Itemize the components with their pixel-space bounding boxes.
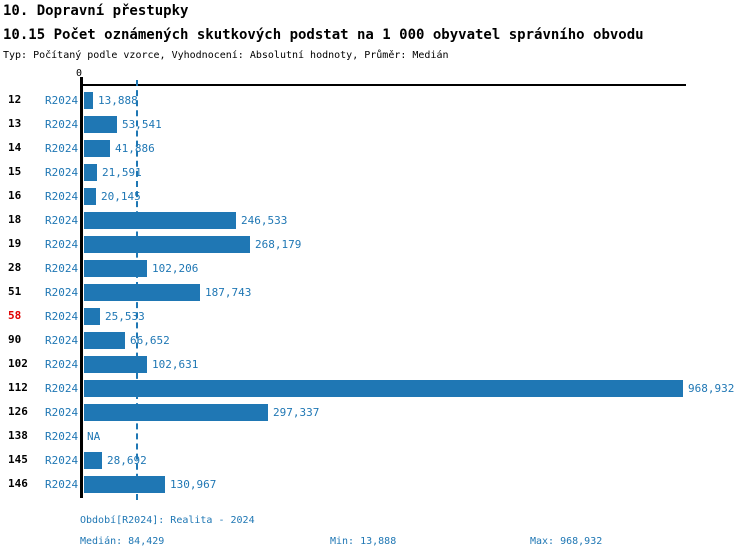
- bar-row: 102 R2024 102,631: [0, 353, 750, 377]
- bar: [84, 476, 165, 493]
- bar-row: 12 R2024 13,888: [0, 89, 750, 113]
- row-category-label: 146: [8, 477, 28, 490]
- bar: [84, 404, 268, 421]
- row-series-label: R2024: [45, 358, 79, 371]
- bar-value-label: 130,967: [170, 478, 217, 491]
- bar-value-label: 187,743: [205, 286, 252, 299]
- bar: [84, 260, 147, 277]
- row-series-label: R2024: [45, 238, 79, 251]
- bar: [84, 380, 683, 397]
- bar: [84, 164, 97, 181]
- bar-row: 28 R2024 102,206: [0, 257, 750, 281]
- bar: [84, 284, 200, 301]
- x-axis-line: [82, 84, 686, 86]
- row-category-label: 126: [8, 405, 28, 418]
- row-series-label: R2024: [45, 334, 79, 347]
- bar-row: 112 R2024 968,932: [0, 377, 750, 401]
- row-series-label: R2024: [45, 406, 79, 419]
- bar-value-label: 102,206: [152, 262, 199, 275]
- bar-value-label: 20,145: [101, 190, 141, 203]
- bar-value-label: 25,533: [105, 310, 145, 323]
- row-category-label: 112: [8, 381, 28, 394]
- row-series-label: R2024: [45, 214, 79, 227]
- bar-row: 19 R2024 268,179: [0, 233, 750, 257]
- chart-title: 10. Dopravní přestupky: [3, 3, 189, 19]
- footer-median-label: Medián: 84,429: [80, 536, 165, 547]
- bar-row: 15 R2024 21,591: [0, 161, 750, 185]
- row-series-label: R2024: [45, 94, 79, 107]
- bar-value-label: 297,337: [273, 406, 320, 419]
- bar: [84, 356, 147, 373]
- y-axis-line: [80, 77, 83, 498]
- bar: [84, 452, 102, 469]
- row-series-label: R2024: [45, 166, 79, 179]
- bar-value-label: 21,591: [102, 166, 142, 179]
- bar-value-label: 268,179: [255, 238, 302, 251]
- row-category-label: 102: [8, 357, 28, 370]
- bar: [84, 212, 236, 229]
- row-series-label: R2024: [45, 382, 79, 395]
- bar-row: 16 R2024 20,145: [0, 185, 750, 209]
- bar-value-label: 102,631: [152, 358, 199, 371]
- bar-row: 13 R2024 53,541: [0, 113, 750, 137]
- bar: [84, 140, 110, 157]
- row-series-label: R2024: [45, 118, 79, 131]
- bar-value-label: 246,533: [241, 214, 288, 227]
- bar: [84, 332, 125, 349]
- row-series-label: R2024: [45, 310, 79, 323]
- bar-value-label: 66,652: [130, 334, 170, 347]
- row-series-label: R2024: [45, 190, 79, 203]
- row-category-label: 15: [8, 165, 22, 178]
- row-category-label: 58: [8, 309, 22, 322]
- bar-row: 145 R2024 28,692: [0, 449, 750, 473]
- row-category-label: 12: [8, 93, 22, 106]
- footer-max-label: Max: 968,932: [530, 536, 603, 547]
- bar-value-label: NA: [87, 430, 101, 443]
- bar-value-label: 53,541: [122, 118, 162, 131]
- bar: [84, 116, 117, 133]
- bar-row: 58 R2024 25,533: [0, 305, 750, 329]
- bar-row: 90 R2024 66,652: [0, 329, 750, 353]
- bar-value-label: 28,692: [107, 454, 147, 467]
- row-category-label: 90: [8, 333, 22, 346]
- row-category-label: 19: [8, 237, 22, 250]
- bar-value-label: 41,886: [115, 142, 155, 155]
- chart-meta-line: Typ: Počítaný podle vzorce, Vyhodnocení:…: [3, 50, 449, 61]
- bar-row: 18 R2024 246,533: [0, 209, 750, 233]
- bar-row: 138 R2024 NA: [0, 425, 750, 449]
- row-category-label: 138: [8, 429, 28, 442]
- row-series-label: R2024: [45, 142, 79, 155]
- row-category-label: 13: [8, 117, 22, 130]
- footer-period-label: Období[R2024]: Realita - 2024: [80, 515, 255, 526]
- row-category-label: 18: [8, 213, 22, 226]
- bar-row: 126 R2024 297,337: [0, 401, 750, 425]
- bar-value-label: 13,888: [98, 94, 138, 107]
- row-category-label: 16: [8, 189, 22, 202]
- row-category-label: 14: [8, 141, 22, 154]
- row-series-label: R2024: [45, 454, 79, 467]
- row-series-label: R2024: [45, 430, 79, 443]
- bar: [84, 308, 100, 325]
- bar-row: 51 R2024 187,743: [0, 281, 750, 305]
- chart-subtitle: 10.15 Počet oznámených skutkových podsta…: [3, 27, 644, 43]
- bar: [84, 188, 96, 205]
- row-series-label: R2024: [45, 262, 79, 275]
- bar: [84, 92, 93, 109]
- row-series-label: R2024: [45, 286, 79, 299]
- row-category-label: 28: [8, 261, 22, 274]
- row-series-label: R2024: [45, 478, 79, 491]
- x-axis-zero-tick-label: 0: [76, 68, 83, 79]
- bar-row: 14 R2024 41,886: [0, 137, 750, 161]
- bar-row: 146 R2024 130,967: [0, 473, 750, 497]
- bar-value-label: 968,932: [688, 382, 735, 395]
- row-category-label: 51: [8, 285, 22, 298]
- bar: [84, 236, 250, 253]
- footer-min-label: Min: 13,888: [330, 536, 397, 547]
- row-category-label: 145: [8, 453, 28, 466]
